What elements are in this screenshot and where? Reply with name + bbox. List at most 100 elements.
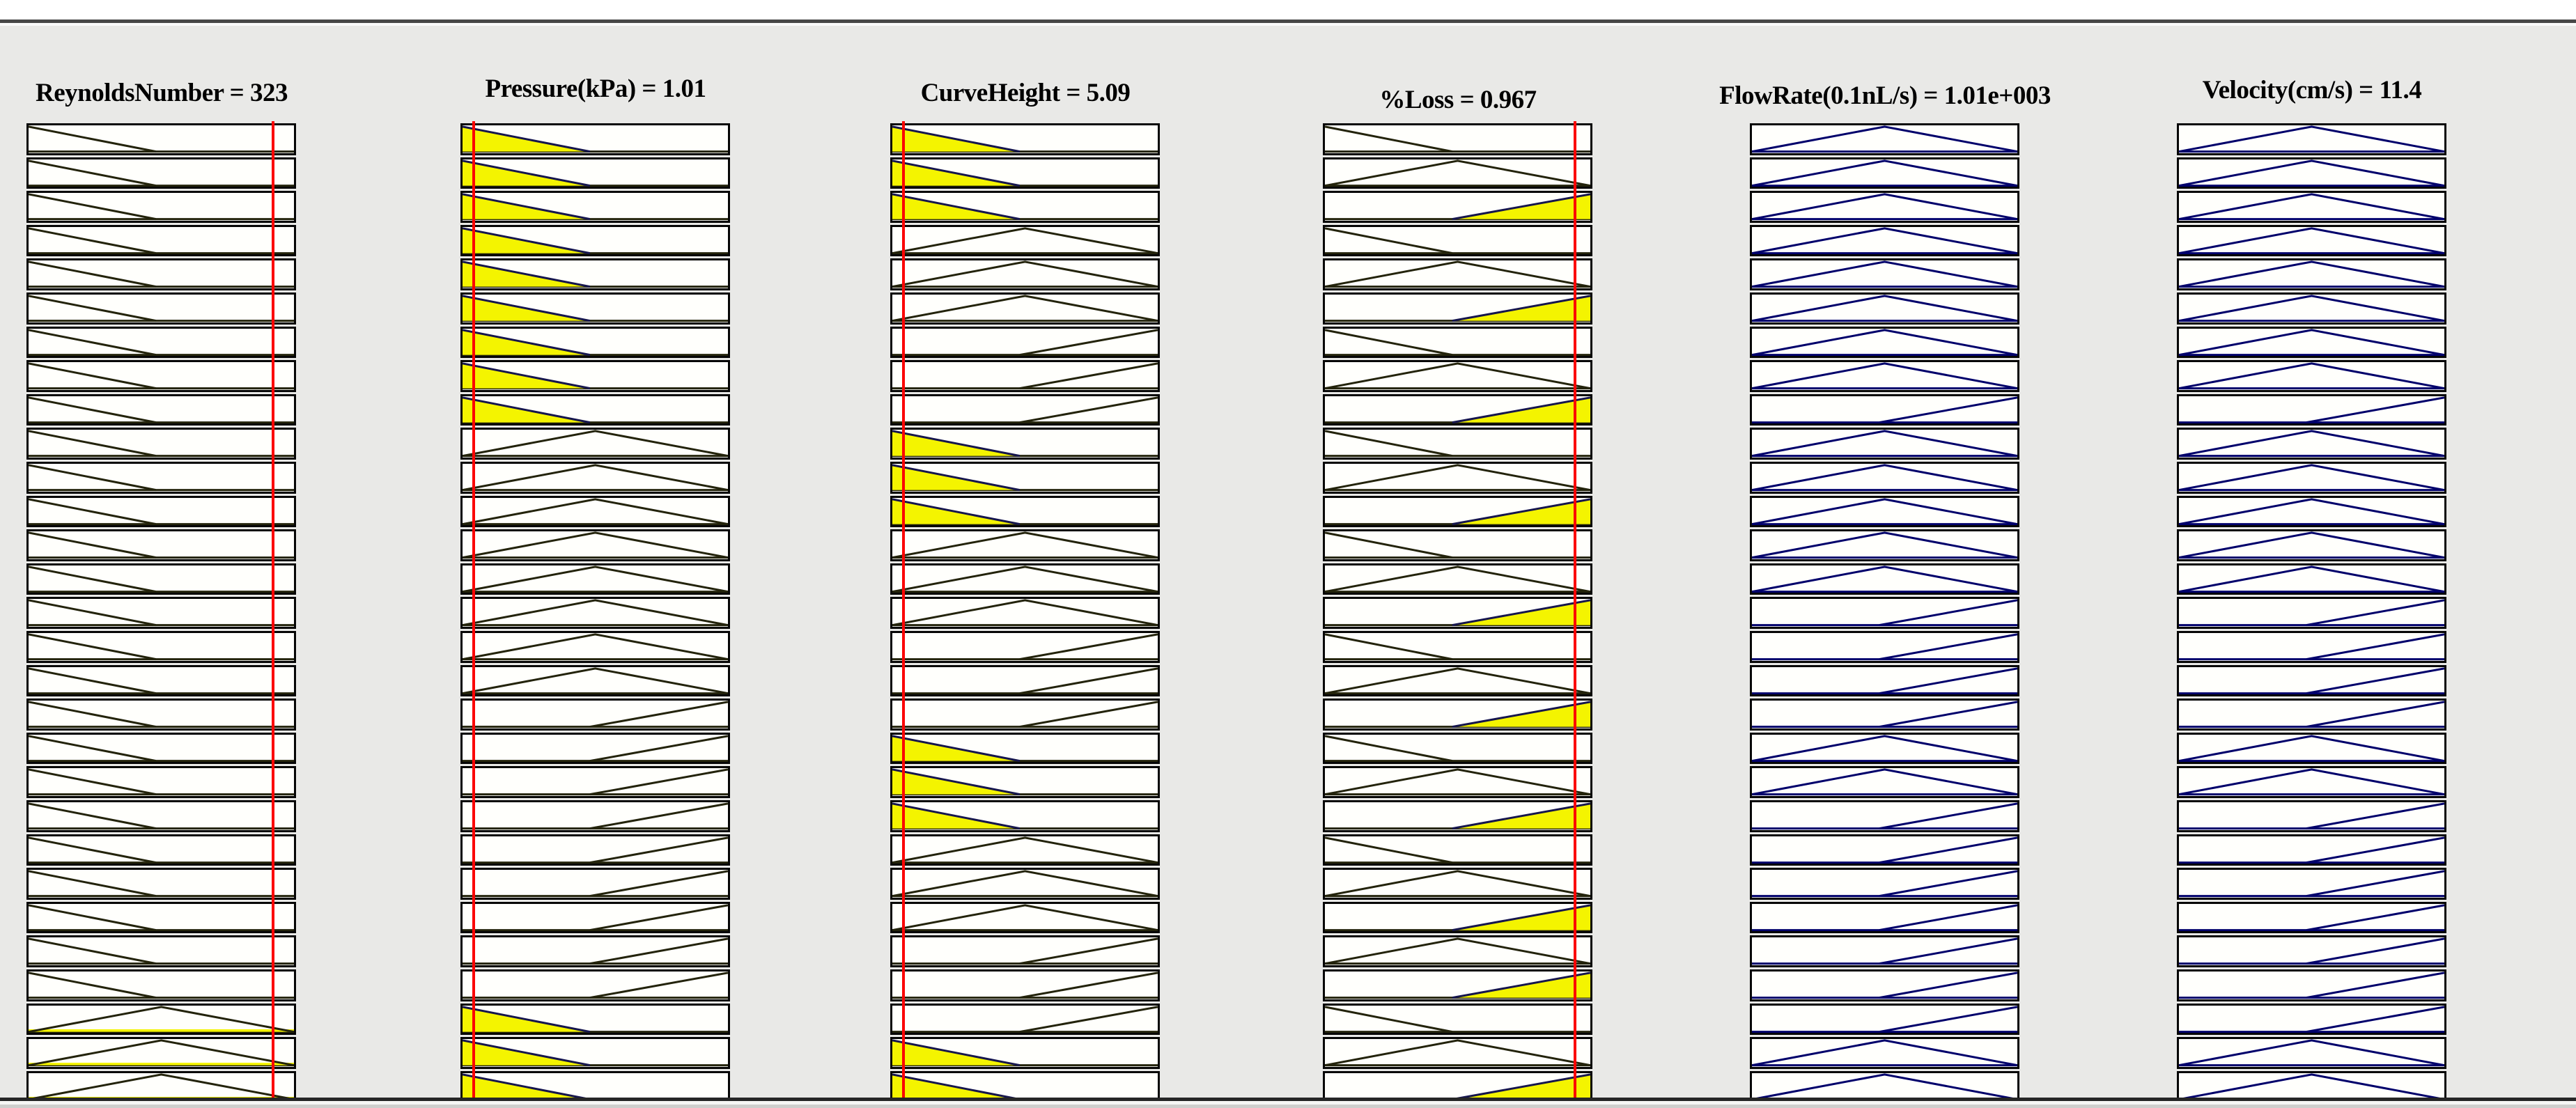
mf-cell-percent-loss-rule-22[interactable]: [1323, 834, 1592, 866]
mf-cell-pressure-rule-25[interactable]: [460, 935, 730, 967]
mf-cell-percent-loss-rule-16[interactable]: [1323, 631, 1592, 663]
mf-cell-percent-loss-rule-19[interactable]: [1323, 732, 1592, 765]
mf-cell-flow-rate-rule-15[interactable]: [1750, 597, 2019, 629]
mf-cell-velocity-rule-19[interactable]: [2177, 732, 2446, 765]
mf-cell-curve-height-rule-22[interactable]: [890, 834, 1160, 866]
mf-cell-flow-rate-rule-8[interactable]: [1750, 360, 2019, 392]
mf-cell-velocity-rule-21[interactable]: [2177, 800, 2446, 832]
mf-cell-percent-loss-rule-7[interactable]: [1323, 326, 1592, 359]
mf-cell-flow-rate-rule-14[interactable]: [1750, 563, 2019, 595]
mf-cell-velocity-rule-3[interactable]: [2177, 191, 2446, 223]
mf-cell-flow-rate-rule-21[interactable]: [1750, 800, 2019, 832]
mf-cell-flow-rate-rule-18[interactable]: [1750, 699, 2019, 731]
mf-cell-curve-height-rule-15[interactable]: [890, 597, 1160, 629]
mf-cell-curve-height-rule-28[interactable]: [890, 1037, 1160, 1069]
mf-cell-percent-loss-rule-12[interactable]: [1323, 495, 1592, 528]
mf-cell-velocity-rule-4[interactable]: [2177, 224, 2446, 257]
mf-cell-flow-rate-rule-16[interactable]: [1750, 631, 2019, 663]
index-line-percent-loss[interactable]: [1573, 121, 1576, 1098]
mf-cell-curve-height-rule-8[interactable]: [890, 360, 1160, 392]
mf-cell-reynolds-number-rule-4[interactable]: [26, 224, 296, 257]
mf-cell-percent-loss-rule-15[interactable]: [1323, 597, 1592, 629]
mf-cell-velocity-rule-18[interactable]: [2177, 699, 2446, 731]
mf-cell-flow-rate-rule-11[interactable]: [1750, 462, 2019, 494]
mf-cell-pressure-rule-7[interactable]: [460, 326, 730, 359]
mf-cell-curve-height-rule-18[interactable]: [890, 699, 1160, 731]
mf-cell-pressure-rule-14[interactable]: [460, 563, 730, 595]
mf-cell-velocity-rule-23[interactable]: [2177, 868, 2446, 900]
mf-cell-pressure-rule-23[interactable]: [460, 868, 730, 900]
mf-cell-pressure-rule-3[interactable]: [460, 191, 730, 223]
mf-cell-reynolds-number-rule-19[interactable]: [26, 732, 296, 765]
mf-cell-velocity-rule-7[interactable]: [2177, 326, 2446, 359]
mf-cell-pressure-rule-10[interactable]: [460, 428, 730, 460]
mf-cell-pressure-rule-24[interactable]: [460, 901, 730, 934]
mf-cell-curve-height-rule-21[interactable]: [890, 800, 1160, 832]
mf-cell-percent-loss-rule-1[interactable]: [1323, 123, 1592, 155]
mf-cell-flow-rate-rule-25[interactable]: [1750, 935, 2019, 967]
mf-cell-pressure-rule-4[interactable]: [460, 224, 730, 257]
mf-cell-pressure-rule-21[interactable]: [460, 800, 730, 832]
mf-cell-reynolds-number-rule-27[interactable]: [26, 1003, 296, 1036]
mf-cell-reynolds-number-rule-12[interactable]: [26, 495, 296, 528]
mf-cell-percent-loss-rule-13[interactable]: [1323, 529, 1592, 561]
mf-cell-pressure-rule-12[interactable]: [460, 495, 730, 528]
mf-cell-velocity-rule-15[interactable]: [2177, 597, 2446, 629]
mf-cell-curve-height-rule-14[interactable]: [890, 563, 1160, 595]
mf-cell-curve-height-rule-7[interactable]: [890, 326, 1160, 359]
mf-cell-reynolds-number-rule-23[interactable]: [26, 868, 296, 900]
mf-cell-flow-rate-rule-10[interactable]: [1750, 428, 2019, 460]
mf-cell-flow-rate-rule-27[interactable]: [1750, 1003, 2019, 1036]
mf-cell-percent-loss-rule-17[interactable]: [1323, 664, 1592, 697]
mf-cell-percent-loss-rule-20[interactable]: [1323, 766, 1592, 798]
mf-cell-pressure-rule-16[interactable]: [460, 631, 730, 663]
mf-cell-reynolds-number-rule-5[interactable]: [26, 258, 296, 290]
mf-cell-curve-height-rule-4[interactable]: [890, 224, 1160, 257]
mf-cell-reynolds-number-rule-15[interactable]: [26, 597, 296, 629]
mf-cell-reynolds-number-rule-16[interactable]: [26, 631, 296, 663]
mf-cell-curve-height-rule-26[interactable]: [890, 969, 1160, 1001]
mf-cell-percent-loss-rule-27[interactable]: [1323, 1003, 1592, 1036]
mf-cell-velocity-rule-2[interactable]: [2177, 157, 2446, 189]
mf-cell-pressure-rule-28[interactable]: [460, 1037, 730, 1069]
mf-cell-percent-loss-rule-25[interactable]: [1323, 935, 1592, 967]
mf-cell-flow-rate-rule-12[interactable]: [1750, 495, 2019, 528]
mf-cell-reynolds-number-rule-20[interactable]: [26, 766, 296, 798]
mf-cell-pressure-rule-15[interactable]: [460, 597, 730, 629]
mf-cell-reynolds-number-rule-11[interactable]: [26, 462, 296, 494]
mf-cell-percent-loss-rule-2[interactable]: [1323, 157, 1592, 189]
mf-cell-curve-height-rule-12[interactable]: [890, 495, 1160, 528]
mf-cell-flow-rate-rule-13[interactable]: [1750, 529, 2019, 561]
mf-cell-reynolds-number-rule-17[interactable]: [26, 664, 296, 697]
mf-cell-reynolds-number-rule-18[interactable]: [26, 699, 296, 731]
mf-cell-pressure-rule-6[interactable]: [460, 292, 730, 325]
mf-cell-velocity-rule-16[interactable]: [2177, 631, 2446, 663]
mf-cell-pressure-rule-18[interactable]: [460, 699, 730, 731]
mf-cell-reynolds-number-rule-1[interactable]: [26, 123, 296, 155]
mf-cell-flow-rate-rule-6[interactable]: [1750, 292, 2019, 325]
mf-cell-flow-rate-rule-9[interactable]: [1750, 393, 2019, 426]
mf-cell-velocity-rule-12[interactable]: [2177, 495, 2446, 528]
mf-cell-percent-loss-rule-28[interactable]: [1323, 1037, 1592, 1069]
mf-cell-percent-loss-rule-6[interactable]: [1323, 292, 1592, 325]
mf-cell-curve-height-rule-23[interactable]: [890, 868, 1160, 900]
mf-cell-percent-loss-rule-23[interactable]: [1323, 868, 1592, 900]
mf-cell-velocity-rule-14[interactable]: [2177, 563, 2446, 595]
mf-cell-velocity-rule-22[interactable]: [2177, 834, 2446, 866]
index-line-curve-height[interactable]: [902, 121, 906, 1098]
mf-cell-flow-rate-rule-22[interactable]: [1750, 834, 2019, 866]
mf-cell-reynolds-number-rule-21[interactable]: [26, 800, 296, 832]
mf-cell-curve-height-rule-3[interactable]: [890, 191, 1160, 223]
mf-cell-flow-rate-rule-1[interactable]: [1750, 123, 2019, 155]
mf-cell-curve-height-rule-16[interactable]: [890, 631, 1160, 663]
mf-cell-pressure-rule-5[interactable]: [460, 258, 730, 290]
mf-cell-reynolds-number-rule-9[interactable]: [26, 393, 296, 426]
mf-cell-curve-height-rule-24[interactable]: [890, 901, 1160, 934]
mf-cell-flow-rate-rule-4[interactable]: [1750, 224, 2019, 257]
mf-cell-pressure-rule-19[interactable]: [460, 732, 730, 765]
mf-cell-pressure-rule-13[interactable]: [460, 529, 730, 561]
mf-cell-reynolds-number-rule-8[interactable]: [26, 360, 296, 392]
mf-cell-velocity-rule-20[interactable]: [2177, 766, 2446, 798]
mf-cell-velocity-rule-6[interactable]: [2177, 292, 2446, 325]
mf-cell-curve-height-rule-27[interactable]: [890, 1003, 1160, 1036]
